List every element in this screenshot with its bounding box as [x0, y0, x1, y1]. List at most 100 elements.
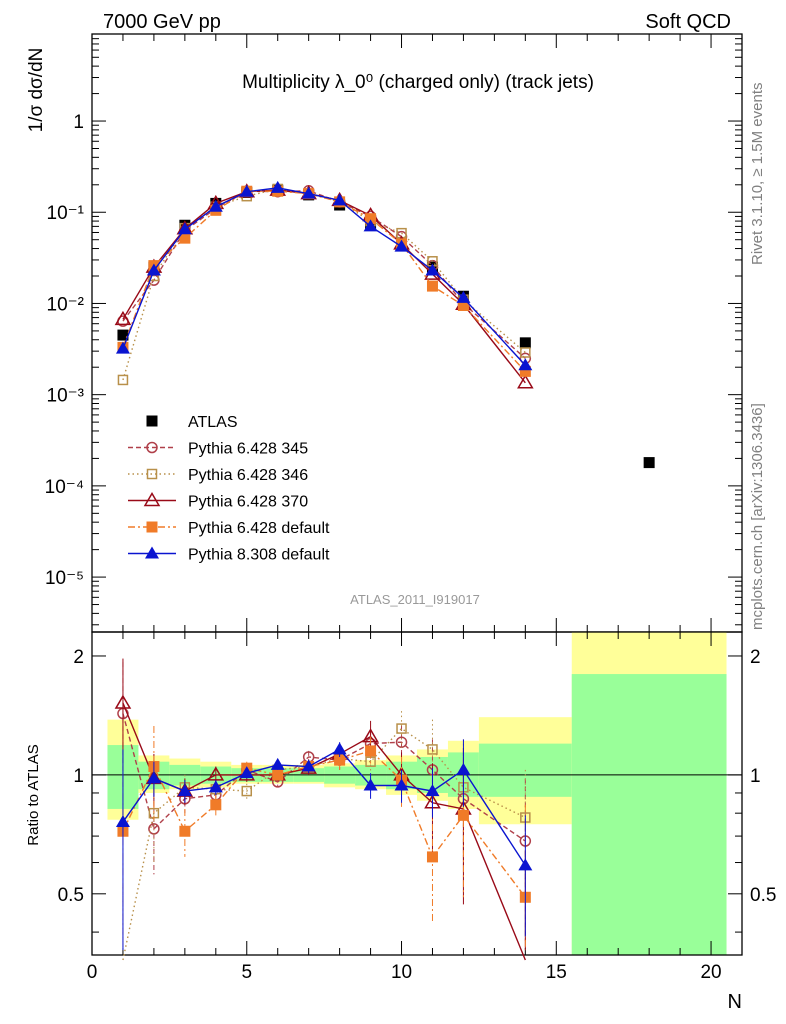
legend-label-p345: Pythia 6.428 345 — [188, 441, 308, 458]
legend-label-p8def: Pythia 8.308 default — [188, 547, 330, 564]
point-p8def — [301, 186, 316, 199]
legend-label-atlas: ATLAS — [188, 414, 238, 431]
ratio-point-p6def — [457, 809, 469, 821]
series-line-p8def — [122, 187, 526, 366]
rivet-version-label: Rivet 3.1.10, ≥ 1.5M events — [749, 83, 766, 266]
ratio-point-p370 — [114, 694, 132, 709]
point-p8def — [270, 180, 285, 193]
ratio-point-p370 — [207, 766, 225, 781]
y-tick-label: 10⁻¹ — [47, 203, 85, 224]
point-atlas — [643, 457, 655, 469]
main-plot: 10⁻⁵ 10⁻⁴ 10⁻³ 10⁻² 10⁻¹ 1 — [45, 33, 743, 633]
point-p6def — [365, 213, 377, 225]
series-line-p346 — [122, 188, 526, 381]
point-p6def — [179, 232, 191, 244]
x-tick-label: 15 — [546, 962, 567, 983]
point-p8def — [146, 263, 161, 276]
ratio-point-p8def — [115, 814, 130, 827]
ratio-tick-label: 1 — [73, 766, 84, 787]
x-axis-label: N — [728, 991, 742, 1013]
ratio-point-p8def — [270, 757, 285, 770]
series-line-p370 — [122, 189, 526, 384]
point-p6def — [457, 299, 469, 311]
ratio-point-p8def — [425, 784, 440, 797]
ratio-tick-label: 0.5 — [58, 885, 84, 906]
point-p6def — [426, 280, 438, 292]
series-line-p345 — [122, 190, 526, 359]
ratio-point-p8def — [208, 780, 223, 793]
ratio-point-p8def — [394, 778, 409, 791]
chart-title: Multiplicity λ_0⁰ (charged only) (track … — [242, 72, 594, 93]
x-tick-label: 5 — [241, 962, 252, 983]
x-tick-label: 10 — [391, 962, 412, 983]
ratio-axis-label: Ratio to ATLAS — [25, 744, 42, 845]
legend-marker-atlas — [146, 415, 158, 427]
x-tick-label: 20 — [700, 962, 721, 983]
ratio-point-p6def — [210, 799, 222, 811]
y-tick-label: 10⁻⁵ — [45, 568, 84, 589]
y-axis-label: 1/σ dσ/dN — [26, 48, 47, 133]
point-p346 — [117, 374, 129, 386]
legend-marker-p8def — [145, 546, 159, 559]
ratio-tick-label: 2 — [73, 647, 84, 668]
header-energy: 7000 GeV pp — [103, 11, 221, 33]
point-atlas — [519, 337, 531, 349]
point-p370 — [114, 310, 132, 326]
analysis-id: ATLAS_2011_I919017 — [350, 592, 480, 607]
ratio-point-p346 — [427, 744, 438, 755]
point-p8def — [425, 263, 440, 276]
ratio-tick-label-right: 2 — [750, 647, 761, 668]
ratio-point-p6def — [179, 825, 191, 837]
x-tick-label: 0 — [87, 962, 98, 983]
ratio-band-inner — [571, 674, 727, 955]
point-p346 — [520, 347, 531, 358]
ratio-point-p8def — [239, 766, 254, 779]
header-category: Soft QCD — [645, 11, 731, 33]
legend-marker-p346 — [146, 468, 158, 480]
point-p8def — [115, 341, 130, 354]
ratio-point-p6def — [334, 754, 346, 766]
ratio-point-p8def — [146, 771, 161, 784]
ratio-frame — [91, 631, 743, 956]
point-p8def — [208, 199, 223, 212]
point-p8def — [394, 239, 409, 252]
legend-label-p346: Pythia 6.428 346 — [188, 467, 308, 484]
y-tick-label: 10⁻³ — [47, 386, 85, 407]
point-p8def — [332, 193, 347, 206]
ratio-plot: 0 5 10 15 20 0.5 0.5 1 1 2 2 — [58, 34, 776, 983]
ratio-point-p6def — [426, 851, 438, 863]
ratio-point-p8def — [332, 742, 347, 755]
main-frame — [91, 33, 743, 633]
point-p8def — [518, 358, 533, 371]
ratio-point-p8def — [301, 759, 316, 772]
ratio-point-p8def — [363, 778, 378, 791]
point-p8def — [177, 222, 192, 235]
point-p8def — [363, 219, 378, 232]
ratio-point-p346 — [241, 785, 253, 797]
point-atlas — [117, 329, 129, 341]
legend-marker-p345 — [146, 441, 158, 454]
point-p6def — [519, 365, 531, 377]
legend-marker-p6def — [146, 521, 158, 533]
ratio-point-p8def — [456, 762, 471, 775]
y-tick-label: 1 — [73, 112, 84, 133]
legend-marker-p370 — [143, 492, 161, 507]
point-p8def — [239, 184, 254, 197]
ratio-point-p8def — [177, 784, 192, 797]
ratio-tick-label-right: 1 — [750, 766, 761, 787]
legend: ATLAS Pythia 6.428 345 Pythia 6.428 346 Pyt… — [128, 414, 330, 564]
y-tick-label: 10⁻² — [47, 294, 85, 315]
series-line-p6def — [122, 190, 526, 372]
y-tick-label: 10⁻⁴ — [45, 477, 84, 498]
legend-label-p6def: Pythia 6.428 default — [188, 520, 330, 537]
ratio-point-p6def — [272, 769, 284, 781]
point-p8def — [456, 290, 471, 303]
mcplots-reference-label: mcplots.cern.ch [arXiv:1306.3436] — [749, 403, 766, 630]
point-p370 — [517, 374, 534, 389]
ratio-point-p6def — [365, 745, 377, 757]
ratio-point-p346 — [396, 723, 407, 734]
ratio-point-p8def — [518, 858, 533, 871]
ratio-tick-label-right: 0.5 — [750, 885, 776, 906]
legend-label-p370: Pythia 6.428 370 — [188, 494, 308, 511]
